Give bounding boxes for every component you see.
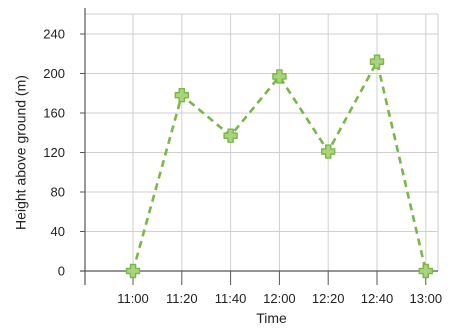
data-point-marker: [272, 69, 287, 84]
y-tick-label: 80: [51, 185, 65, 200]
x-tick-label: 11:00: [117, 291, 149, 306]
y-tick-label: 200: [43, 66, 65, 81]
x-tick-labels: 11:00 11:20 11:40 12:00 12:20 12:40 13:00: [117, 271, 442, 306]
grid: [85, 13, 439, 272]
y-tick-labels: 0 40 80 120 160 200 240: [43, 27, 85, 279]
y-tick-label: 160: [43, 106, 65, 121]
data-point-marker: [174, 88, 189, 103]
x-tick-label: 12:20: [312, 291, 345, 306]
data-point-marker: [321, 144, 336, 159]
data-point-marker: [223, 128, 238, 143]
data-point-marker: [125, 263, 141, 279]
y-axis-title: Height above ground (m): [13, 75, 29, 230]
y-tick-label: 240: [43, 27, 65, 42]
axes: [80, 8, 438, 285]
y-tick-label: 120: [43, 145, 65, 160]
data-series: [125, 54, 433, 279]
y-tick-label: 40: [51, 224, 65, 239]
x-tick-label: 12:00: [263, 291, 296, 306]
x-tick-label: 13:00: [410, 291, 443, 306]
x-axis-title: Time: [256, 310, 287, 326]
x-tick-label: 11:40: [215, 291, 247, 306]
x-tick-label: 11:20: [166, 291, 198, 306]
data-point-marker: [418, 263, 433, 279]
x-tick-label: 12:40: [361, 291, 394, 306]
y-tick-label: 0: [58, 264, 65, 279]
data-point-marker: [369, 54, 385, 69]
